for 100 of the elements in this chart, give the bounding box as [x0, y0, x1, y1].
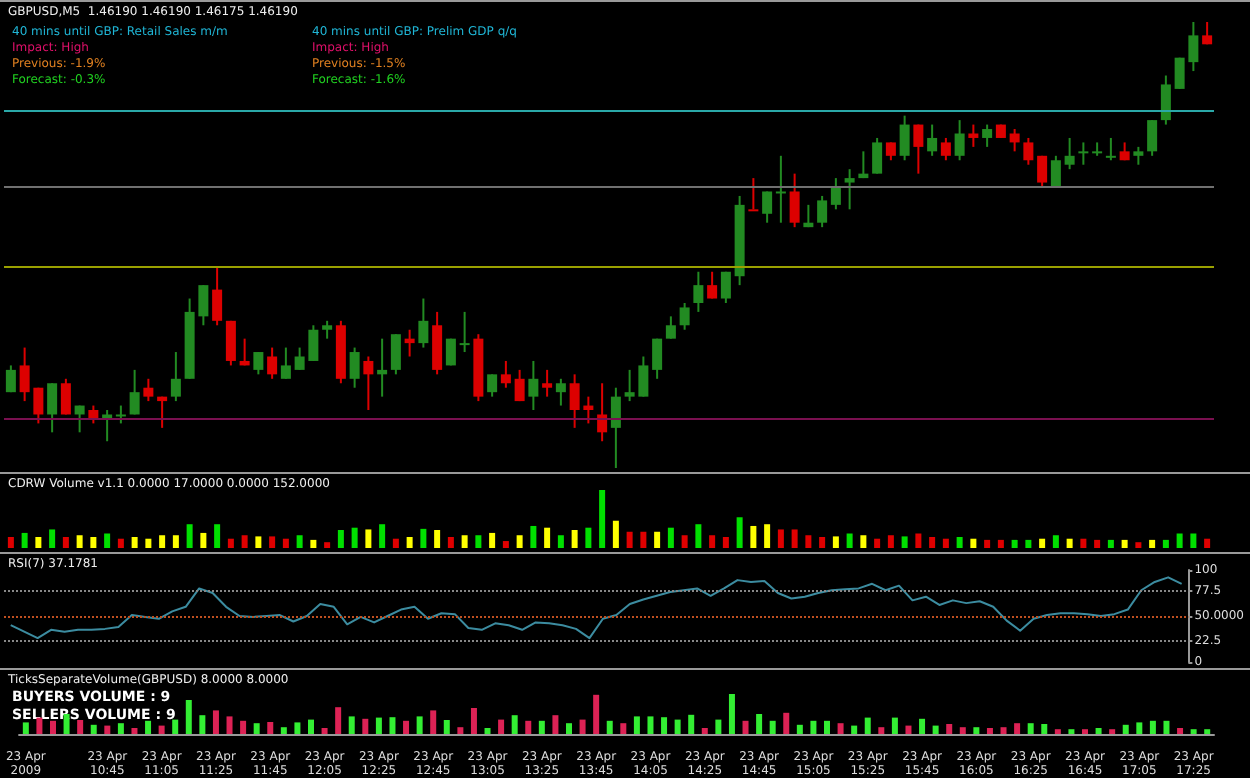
bar [227, 538, 234, 548]
bar [241, 535, 248, 548]
bar [365, 529, 372, 548]
bar [104, 533, 111, 548]
line-series [9, 576, 1183, 640]
bar [104, 725, 111, 734]
bar [1204, 538, 1211, 548]
candlestick [789, 172, 800, 229]
candlestick [707, 270, 718, 300]
bar [337, 530, 344, 548]
bar [728, 694, 735, 734]
bar [310, 539, 317, 548]
bar [612, 520, 619, 548]
candlestick [253, 351, 264, 376]
bar [77, 720, 84, 734]
bar [997, 539, 1004, 548]
bar [470, 708, 477, 734]
bar [764, 524, 771, 548]
candlestick [143, 377, 154, 403]
bar [294, 722, 301, 734]
bar [22, 722, 29, 734]
bar [90, 536, 97, 548]
bar [860, 535, 867, 548]
bar [199, 715, 206, 734]
bar [837, 723, 844, 734]
bar [552, 715, 559, 734]
candlestick [1009, 128, 1020, 153]
bar [280, 727, 287, 734]
bar [1149, 539, 1156, 548]
bar [901, 536, 908, 548]
candlestick [5, 364, 16, 394]
bar [1121, 539, 1128, 548]
candlestick [1147, 119, 1158, 157]
bar [1149, 720, 1156, 734]
bar [21, 532, 28, 548]
bar [874, 538, 881, 548]
bar [756, 714, 763, 734]
bar [1177, 728, 1184, 734]
bar [159, 535, 166, 548]
bar [956, 536, 963, 548]
bar [1014, 723, 1021, 734]
bar [783, 712, 790, 734]
candlestick [267, 346, 278, 380]
candlestick [982, 123, 993, 148]
candlestick [899, 114, 910, 162]
bar [186, 524, 193, 548]
candlestick [528, 359, 539, 412]
bar [324, 542, 331, 548]
bar [1162, 539, 1169, 548]
candlestick [652, 337, 663, 380]
bar [434, 530, 441, 548]
candlestick [212, 266, 223, 327]
bar [864, 717, 871, 734]
bar [973, 727, 980, 734]
bar [362, 718, 369, 734]
bar [200, 532, 207, 548]
candlestick [129, 368, 140, 416]
bar [36, 717, 43, 734]
bar [824, 720, 830, 734]
candlestick [830, 177, 841, 211]
candlestick [60, 377, 71, 416]
candlestick [610, 386, 621, 469]
candlestick [542, 368, 553, 398]
candlestick [597, 382, 608, 443]
candlestick [679, 301, 690, 331]
bar [832, 536, 839, 548]
candlestick [1050, 154, 1061, 189]
bar [511, 715, 518, 734]
bar [475, 535, 482, 548]
bar [172, 719, 179, 734]
bar [887, 535, 894, 548]
bar [525, 720, 532, 734]
candlestick [954, 119, 965, 162]
bar [1000, 727, 1007, 734]
bar [715, 719, 722, 734]
candlestick [555, 377, 566, 407]
bar [1080, 538, 1087, 548]
bar [348, 716, 355, 734]
bar [701, 728, 708, 734]
candlestick [1064, 136, 1075, 171]
candlestick [225, 319, 236, 367]
bar [796, 724, 803, 734]
bar [406, 536, 413, 548]
bar [35, 536, 42, 548]
bar [420, 528, 427, 548]
candlestick [665, 315, 676, 340]
candlestick [390, 333, 401, 376]
bar [321, 728, 328, 734]
bar [145, 538, 152, 548]
bar [253, 723, 260, 734]
bar [654, 531, 661, 548]
bar [76, 535, 83, 548]
bar [640, 531, 647, 548]
candlestick [487, 373, 498, 398]
bar [1011, 539, 1018, 548]
bar [1041, 724, 1048, 734]
candlestick [940, 136, 951, 162]
bar [959, 727, 966, 734]
bar [661, 717, 668, 734]
candlestick [693, 270, 704, 313]
